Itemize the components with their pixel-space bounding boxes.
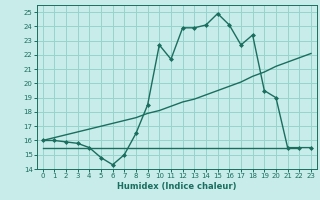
X-axis label: Humidex (Indice chaleur): Humidex (Indice chaleur) — [117, 182, 236, 191]
